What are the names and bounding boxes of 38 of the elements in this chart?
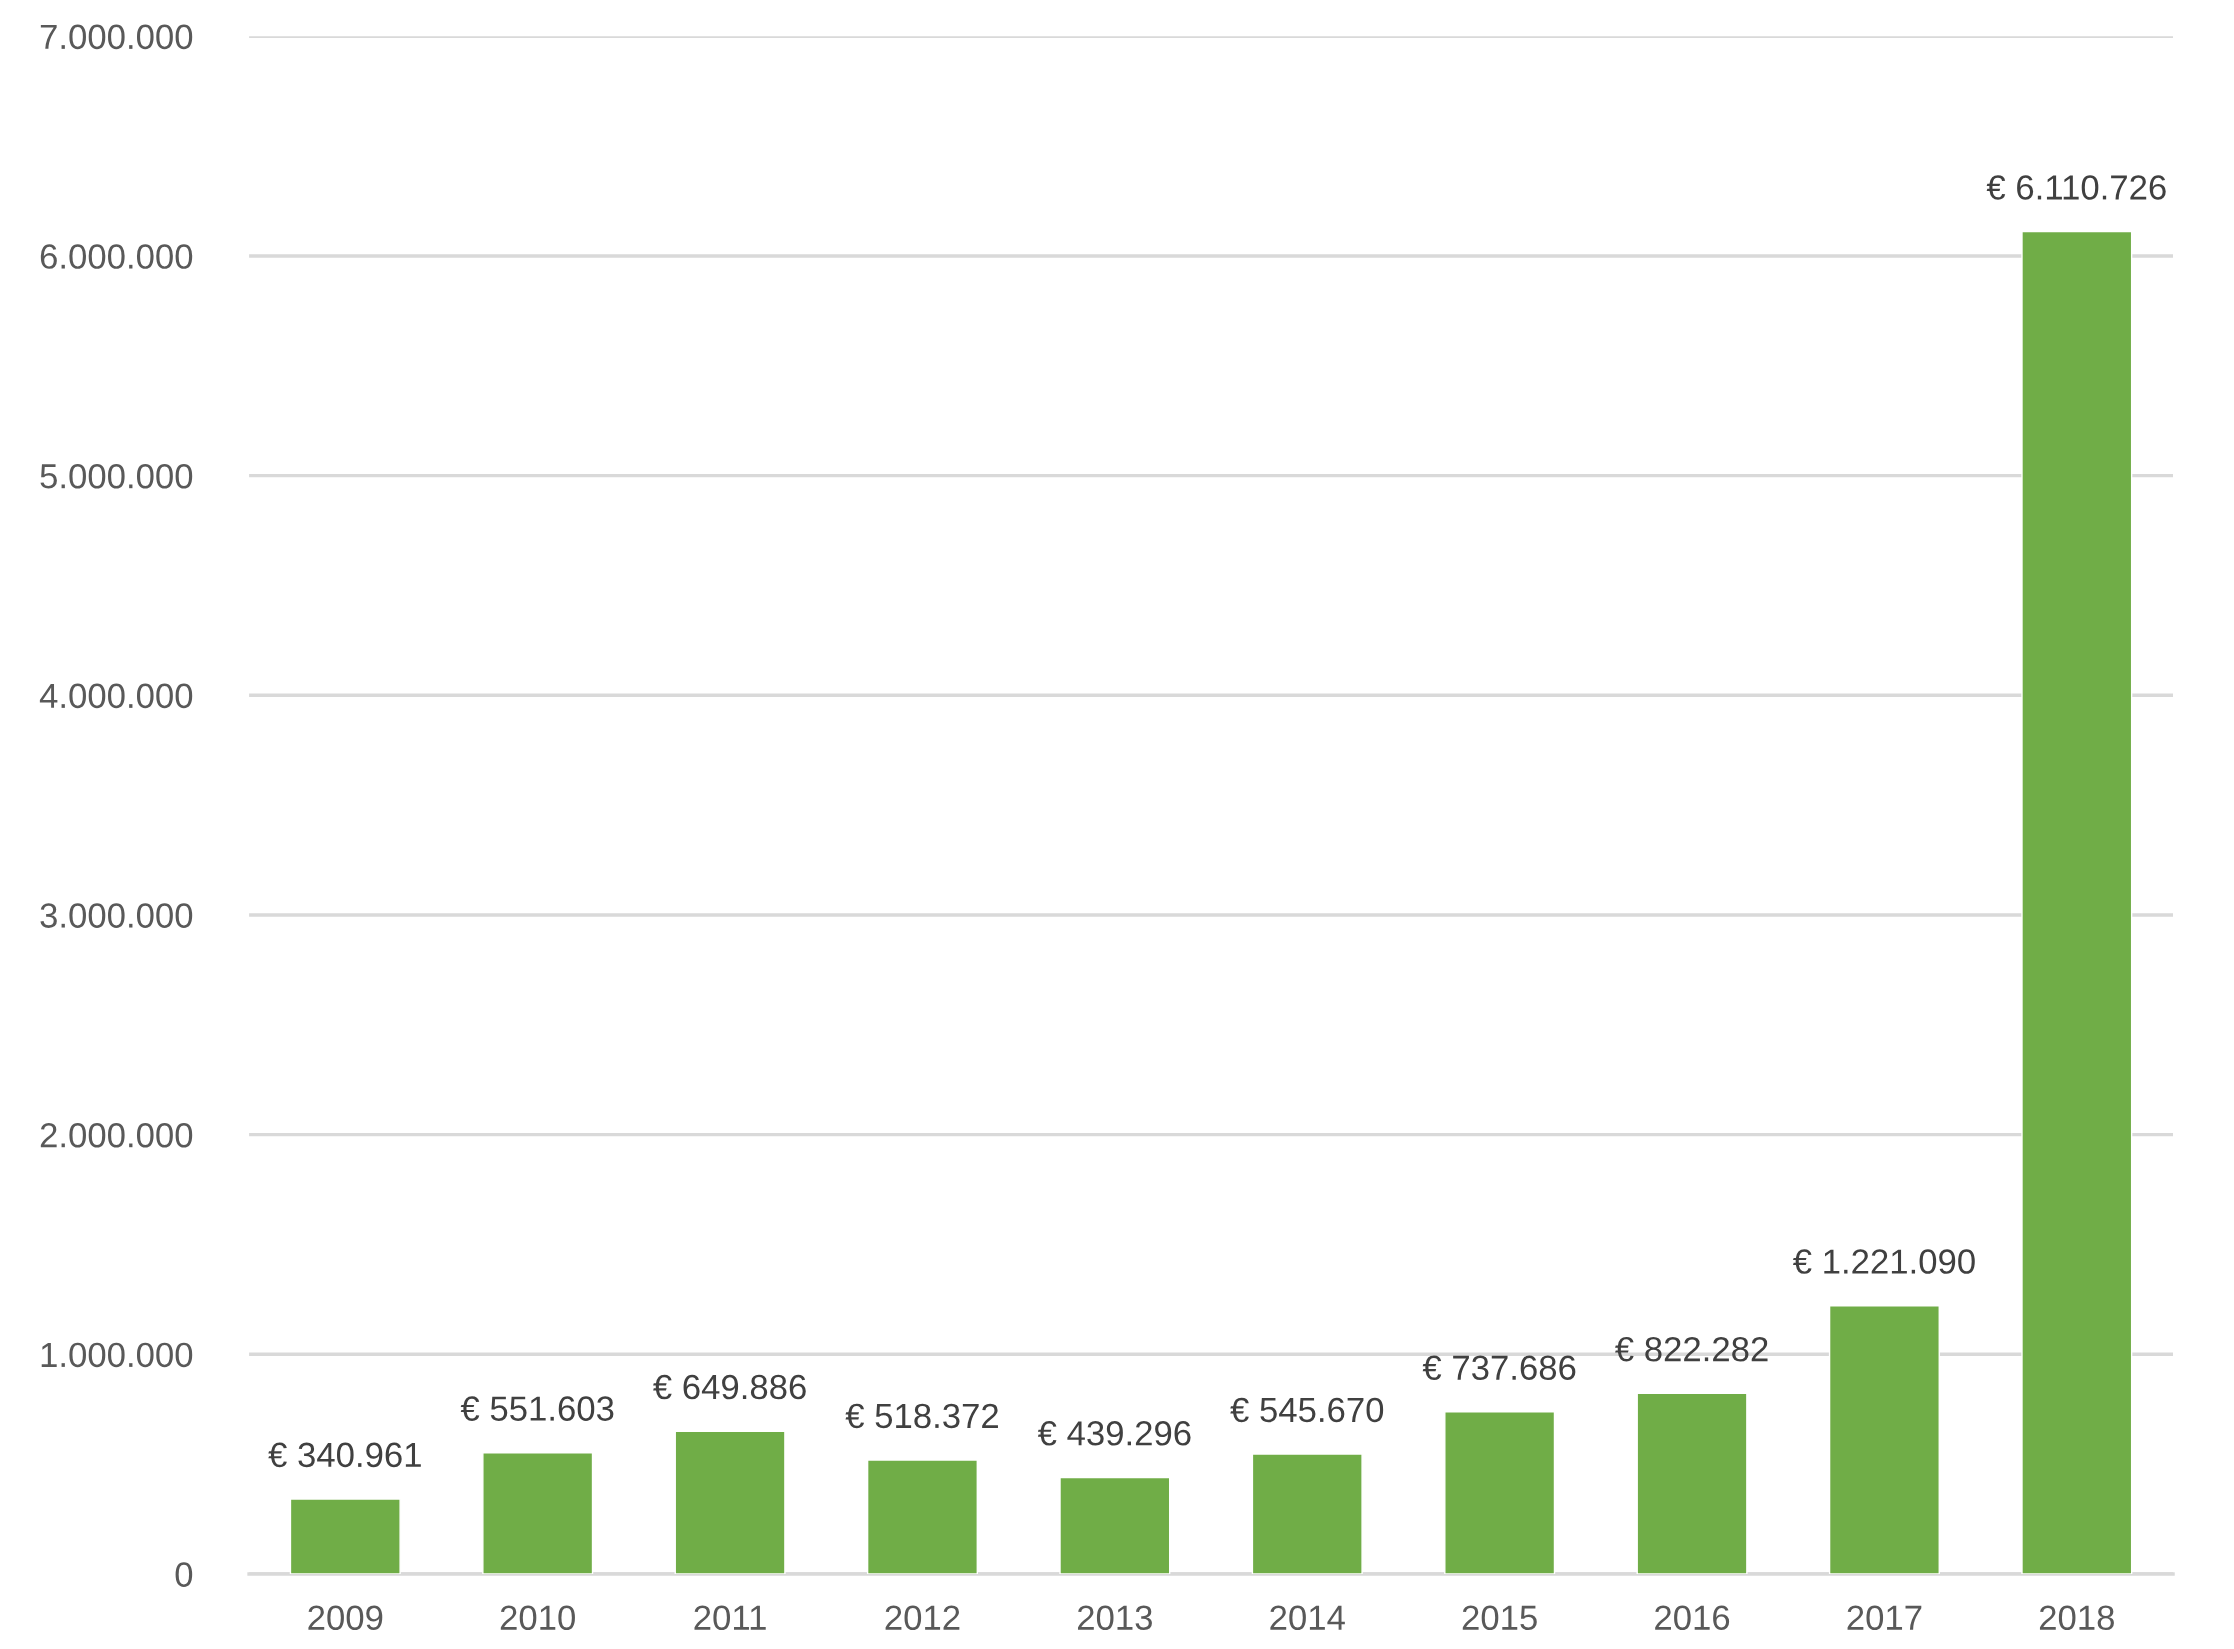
bar [674, 1430, 786, 1574]
bar [1059, 1476, 1171, 1574]
data-label: € 822.282 [1615, 1336, 1768, 1362]
bar [1828, 1305, 1940, 1574]
data-label: € 439.296 [1037, 1421, 1191, 1446]
y-tick-label: 3.000.000 [40, 903, 193, 928]
x-tick-label: 2018 [2039, 1605, 2114, 1631]
bar [866, 1459, 978, 1574]
y-tick-label: 4.000.000 [39, 683, 193, 709]
data-label: € 340.961 [268, 1442, 421, 1468]
data-label: € 649.886 [653, 1374, 806, 1400]
data-label: € 551.603 [460, 1396, 614, 1421]
data-label: € 545.670 [1230, 1397, 1384, 1423]
x-tick-label: 2015 [1462, 1605, 1537, 1631]
y-tick-label: 5.000.000 [40, 463, 193, 489]
x-tick-label: 2009 [308, 1605, 383, 1631]
bar [2021, 230, 2133, 1574]
data-label: € 518.372 [845, 1403, 998, 1429]
y-tick-label: 0 [175, 1562, 193, 1587]
data-label: € 1.221.090 [1792, 1249, 1975, 1274]
data-label: € 737.686 [1422, 1355, 1576, 1381]
bar [482, 1452, 594, 1574]
y-tick-label: 6.000.000 [40, 244, 193, 269]
x-tick-label: 2016 [1655, 1605, 1730, 1631]
x-tick-label: 2013 [1077, 1605, 1152, 1631]
x-tick-label: 2011 [694, 1605, 766, 1631]
y-tick-label: 1.000.000 [41, 1342, 193, 1368]
bar [289, 1498, 401, 1574]
bar [1444, 1411, 1556, 1574]
y-tick-label: 7.000.000 [40, 24, 193, 50]
x-tick-label: 2017 [1847, 1605, 1922, 1631]
bar [1636, 1392, 1748, 1574]
x-tick-label: 2010 [500, 1605, 575, 1631]
data-label: € 6.110.726 [1986, 175, 2166, 200]
x-tick-label: 2012 [885, 1605, 960, 1631]
x-tick-label: 2014 [1270, 1605, 1345, 1631]
bar [1251, 1453, 1363, 1574]
y-tick-label: 2.000.000 [40, 1122, 193, 1148]
